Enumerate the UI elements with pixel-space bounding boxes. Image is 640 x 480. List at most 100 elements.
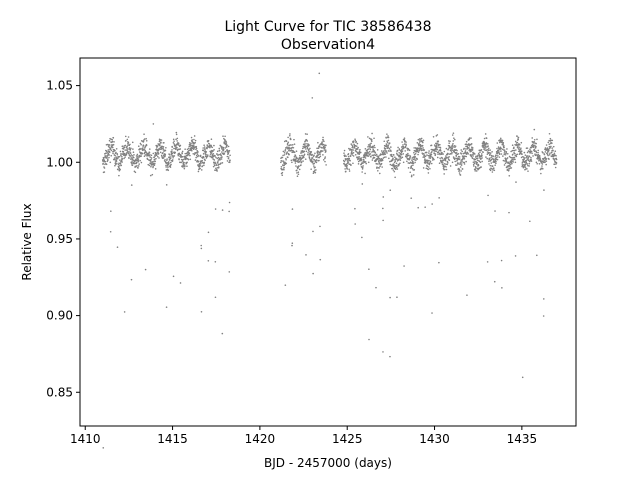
- data-point: [218, 150, 221, 152]
- data-point: [126, 148, 129, 150]
- data-point: [115, 156, 117, 158]
- data-point: [359, 148, 361, 151]
- data-point: [458, 168, 461, 171]
- data-point: [213, 163, 215, 165]
- data-point: [321, 142, 323, 145]
- data-point: [463, 147, 465, 150]
- data-point: [355, 140, 357, 143]
- data-point: [535, 151, 538, 154]
- data-point: [106, 156, 108, 158]
- data-point: [291, 244, 293, 247]
- data-point: [362, 165, 364, 167]
- data-point: [460, 149, 463, 151]
- data-point: [461, 168, 464, 170]
- data-point: [475, 170, 478, 172]
- data-point: [520, 156, 523, 159]
- data-point: [128, 148, 130, 150]
- data-point: [164, 159, 166, 161]
- data-point: [538, 162, 541, 165]
- data-point: [405, 141, 407, 143]
- data-point: [414, 152, 417, 155]
- data-point: [452, 132, 455, 134]
- data-point: [542, 152, 544, 154]
- data-point: [118, 155, 121, 158]
- data-point: [183, 158, 185, 161]
- data-point: [369, 153, 372, 155]
- data-point: [286, 151, 289, 153]
- data-point: [317, 147, 320, 149]
- data-point: [494, 156, 497, 158]
- data-point: [471, 157, 474, 160]
- data-point: [410, 197, 413, 199]
- data-point: [441, 151, 443, 154]
- data-point: [388, 157, 390, 160]
- data-point: [383, 156, 386, 159]
- data-point: [506, 157, 509, 159]
- data-point: [377, 169, 379, 172]
- data-point: [549, 137, 552, 140]
- data-point: [551, 147, 553, 149]
- data-point: [504, 162, 507, 165]
- data-point: [508, 174, 511, 177]
- data-point: [551, 142, 553, 144]
- data-point: [545, 144, 548, 146]
- data-point: [394, 168, 397, 170]
- data-point: [400, 153, 403, 156]
- data-point: [179, 282, 182, 284]
- data-point: [446, 163, 449, 166]
- data-point: [425, 167, 428, 170]
- data-point: [393, 164, 395, 167]
- data-point: [534, 154, 537, 157]
- data-point: [402, 144, 404, 146]
- data-point: [168, 162, 170, 165]
- data-point: [312, 230, 314, 233]
- data-point: [318, 159, 320, 162]
- data-point: [152, 165, 154, 168]
- data-point: [476, 161, 478, 164]
- data-point: [402, 153, 405, 155]
- data-point: [307, 152, 309, 154]
- data-point: [128, 147, 131, 149]
- data-point: [145, 139, 148, 142]
- data-point: [200, 162, 202, 165]
- data-point: [227, 145, 230, 148]
- data-point: [202, 156, 205, 159]
- data-point: [491, 167, 493, 170]
- data-point: [484, 147, 487, 149]
- data-point: [176, 146, 178, 149]
- data-point: [325, 144, 327, 147]
- data-point: [191, 149, 193, 152]
- data-point: [364, 161, 367, 163]
- data-point: [508, 162, 511, 165]
- data-point: [304, 146, 307, 149]
- data-point: [125, 153, 128, 156]
- data-point: [293, 151, 296, 154]
- data-point: [374, 146, 376, 149]
- data-point: [535, 161, 538, 164]
- data-point: [398, 149, 401, 151]
- data-point: [345, 170, 347, 173]
- data-point: [353, 146, 356, 148]
- data-point: [465, 140, 468, 143]
- data-point: [367, 152, 370, 154]
- data-point: [345, 155, 347, 157]
- data-point: [154, 162, 156, 165]
- data-point: [395, 162, 398, 165]
- data-point: [464, 150, 467, 152]
- data-point: [500, 147, 502, 150]
- data-point: [122, 150, 125, 153]
- data-point: [129, 158, 132, 160]
- data-point: [490, 156, 492, 159]
- data-point: [376, 163, 379, 165]
- data-point: [148, 148, 151, 150]
- data-point: [109, 230, 112, 233]
- data-point: [308, 148, 310, 151]
- data-point: [321, 141, 324, 143]
- data-point: [346, 164, 348, 167]
- data-point: [438, 162, 441, 164]
- data-point: [217, 163, 220, 166]
- data-point: [386, 133, 388, 135]
- data-point: [228, 149, 231, 152]
- data-point: [412, 158, 415, 161]
- data-point: [427, 168, 430, 171]
